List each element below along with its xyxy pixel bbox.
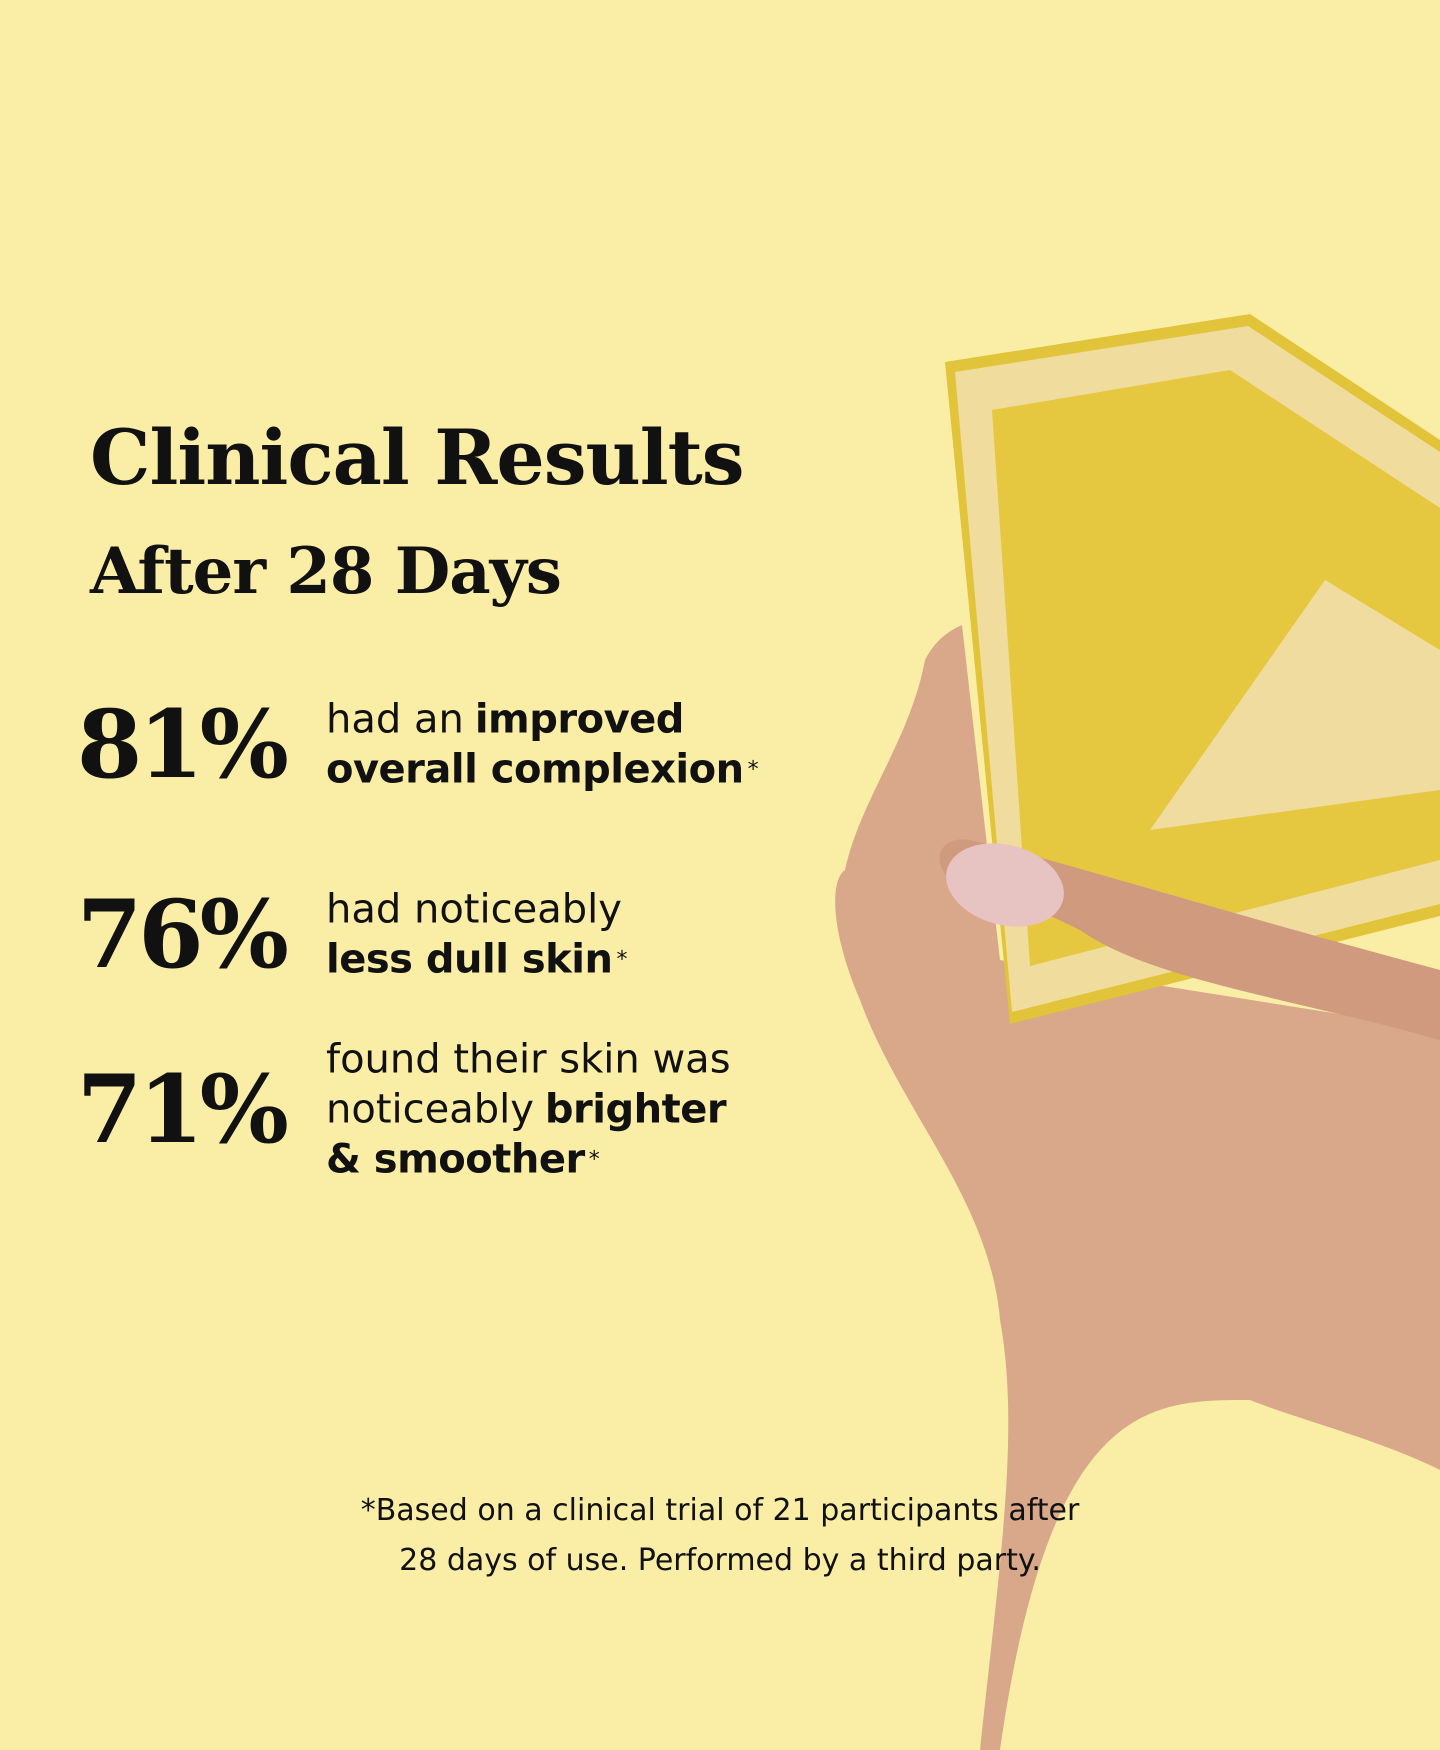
description-line: found their skin was: [326, 1035, 731, 1085]
description-line: had an improved: [326, 695, 759, 745]
stat-figure: 76%: [76, 880, 289, 990]
description-text: improved: [474, 696, 685, 743]
stat-description: found their skin was noticeably brighter & …: [326, 1035, 731, 1186]
thumb: [939, 839, 1440, 1040]
stat: 81% had an improved overall complexion *: [0, 650, 820, 840]
description-text: had noticeably: [326, 886, 622, 933]
description-text: overall complexion: [326, 746, 744, 793]
title: Clinical Results: [90, 413, 745, 502]
nail: [946, 843, 1064, 927]
description-line: noticeably brighter: [326, 1085, 731, 1135]
description-line: less dull skin *: [326, 935, 627, 986]
footnote-marker: *: [616, 947, 628, 973]
stat: 71% found their skin was noticeably brighte…: [0, 1015, 820, 1205]
stat-figure: 81%: [76, 690, 289, 800]
footnote-marker: *: [588, 1147, 600, 1173]
subtitle: After 28 Days: [90, 534, 562, 609]
tile-triangle: [1150, 580, 1440, 830]
footnote-marker: *: [747, 757, 759, 783]
stat-figure: 71%: [76, 1055, 289, 1165]
description-text: less dull skin: [326, 936, 613, 983]
description-text: noticeably: [326, 1086, 534, 1133]
description-line: overall complexion *: [326, 745, 759, 796]
tile-face: [992, 370, 1440, 966]
stat-description: had noticeably less dull skin *: [326, 885, 627, 986]
description-text: brighter: [544, 1086, 727, 1133]
description-text: found their skin was: [326, 1036, 731, 1083]
description-text: had an: [326, 696, 464, 743]
stat-description: had an improved overall complexion *: [326, 695, 759, 796]
description-line: had noticeably: [326, 885, 627, 935]
description-text: & smoother: [326, 1136, 585, 1183]
description-line: & smoother *: [326, 1135, 731, 1186]
footnote-line: 28 days of use. Performed by a third par…: [399, 1543, 1041, 1578]
stat: 76% had noticeably less dull skin *: [0, 840, 820, 1030]
footnote-line: *Based on a clinical trial of 21 partici…: [360, 1493, 1080, 1528]
footnote: *Based on a clinical trial of 21 partici…: [0, 1486, 1440, 1586]
